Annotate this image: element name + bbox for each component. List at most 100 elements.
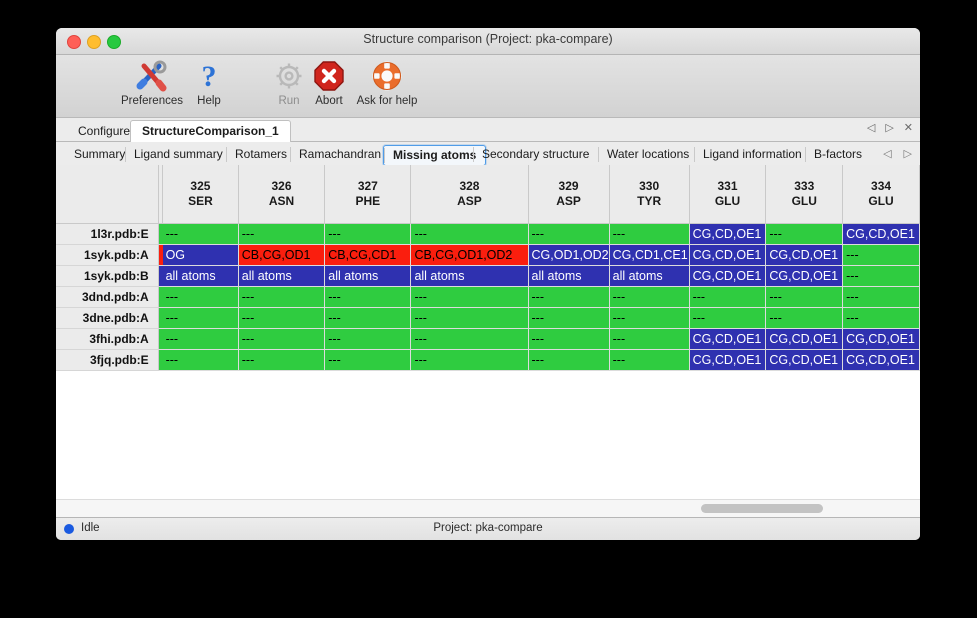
table-cell[interactable]: ---: [324, 349, 412, 371]
table-cell[interactable]: all atoms: [528, 265, 610, 287]
close-icon[interactable]: ✕: [903, 122, 913, 134]
table-cell[interactable]: ---: [324, 307, 412, 329]
tab-ramachandran[interactable]: Ramachandran: [290, 145, 390, 164]
horizontal-scrollbar[interactable]: [56, 499, 920, 518]
toolbar-button-ask-for-help[interactable]: Ask for help: [327, 58, 447, 107]
table-row[interactable]: 3fhi.pdb:A --- --- --- --- --- --- CG,CD,OE1 CG,…: [56, 328, 920, 350]
table-cell[interactable]: CG,CD,OE1: [765, 349, 844, 371]
table-row[interactable]: 3dne.pdb:A --- --- --- --- --- --- --- --- ---: [56, 307, 920, 329]
table-cell[interactable]: ---: [609, 223, 690, 245]
table-cell[interactable]: ---: [162, 349, 239, 371]
table-cell[interactable]: ---: [410, 349, 529, 371]
table-cell[interactable]: CB,CG,OD1,OD2: [410, 244, 529, 266]
column-header-329[interactable]: 329 ASP: [528, 165, 610, 224]
column-header-333[interactable]: 333 GLU: [765, 165, 844, 224]
table-cell[interactable]: CG,CD,OE1: [842, 328, 920, 350]
table-cell-partial[interactable]: [158, 307, 163, 329]
tab-next-icon[interactable]: ▷: [885, 122, 894, 134]
table-cell[interactable]: ---: [410, 286, 529, 308]
table-cell[interactable]: ---: [609, 286, 690, 308]
toolbar-button-abort[interactable]: Abort: [291, 58, 367, 107]
toolbar-button-preferences[interactable]: Preferences: [114, 58, 190, 107]
project-tab-structurecomparison-1[interactable]: StructureComparison_1: [130, 120, 291, 143]
tab-next-icon[interactable]: ▷: [903, 148, 912, 160]
row-header-3fhi-pdb-A[interactable]: 3fhi.pdb:A: [56, 328, 159, 350]
table-cell[interactable]: ---: [689, 286, 767, 308]
table-row[interactable]: 3fjq.pdb:E --- --- --- --- --- --- CG,CD,OE1 CG,…: [56, 349, 920, 371]
table-cell[interactable]: ---: [238, 286, 326, 308]
table-cell[interactable]: CG,CD,OE1: [765, 328, 844, 350]
column-header-330[interactable]: 330 TYR: [609, 165, 690, 224]
row-header-3dnd-pdb-A[interactable]: 3dnd.pdb:A: [56, 286, 159, 308]
table-cell[interactable]: CG,CD1,CE1: [609, 244, 690, 266]
table-cell[interactable]: ---: [162, 286, 239, 308]
table-cell-partial[interactable]: [158, 349, 163, 371]
toolbar-button-help[interactable]: ? Help: [171, 58, 247, 107]
table-cell-partial[interactable]: [158, 223, 163, 245]
table-cell[interactable]: ---: [238, 349, 326, 371]
missing-atoms-table-container[interactable]: 325 SER 326 ASN 327 PHE 328 ASP 329 ASP 330 TYR 331 G…: [56, 165, 920, 500]
table-cell[interactable]: ---: [324, 286, 412, 308]
table-cell[interactable]: ---: [162, 307, 239, 329]
table-cell[interactable]: ---: [689, 307, 767, 329]
row-header-1syk-pdb-B[interactable]: 1syk.pdb:B: [56, 265, 159, 287]
minimize-window-button[interactable]: [87, 35, 101, 49]
table-cell[interactable]: ---: [162, 328, 239, 350]
row-header-1l3r-pdb-E[interactable]: 1l3r.pdb:E: [56, 223, 159, 245]
table-cell[interactable]: ---: [162, 223, 239, 245]
table-cell[interactable]: ---: [765, 223, 844, 245]
table-cell[interactable]: ---: [324, 223, 412, 245]
table-cell[interactable]: CG,CD,OE1: [689, 223, 767, 245]
table-cell[interactable]: ---: [238, 307, 326, 329]
tab-missing-atoms[interactable]: Missing atoms: [383, 145, 487, 166]
row-header-3dne-pdb-A[interactable]: 3dne.pdb:A: [56, 307, 159, 329]
table-cell[interactable]: ---: [528, 307, 610, 329]
tab-ligand-information[interactable]: Ligand information: [694, 145, 811, 164]
table-cell[interactable]: ---: [410, 223, 529, 245]
column-header-328[interactable]: 328 ASP: [410, 165, 529, 224]
tab-summary[interactable]: Summary: [74, 147, 126, 161]
tab-prev-icon[interactable]: ◁: [866, 122, 876, 134]
table-cell[interactable]: ---: [842, 265, 920, 287]
table-cell[interactable]: all atoms: [324, 265, 412, 287]
table-cell[interactable]: all atoms: [162, 265, 239, 287]
maximize-window-button[interactable]: [107, 35, 121, 49]
table-row[interactable]: 1syk.pdb:A OG CB,CG,OD1 CB,CG,CD1 CB,CG,OD1,…: [56, 244, 920, 266]
table-cell[interactable]: CG,CD,OE1: [689, 244, 767, 266]
horizontal-scrollbar-thumb[interactable]: [701, 504, 823, 513]
tab-prev-icon[interactable]: ◁: [883, 148, 892, 160]
close-window-button[interactable]: [67, 35, 81, 49]
column-header-326[interactable]: 326 ASN: [238, 165, 326, 224]
tab-b-factors[interactable]: B-factors: [805, 145, 871, 164]
table-cell[interactable]: ---: [528, 286, 610, 308]
table-cell[interactable]: CG,CD,OE1: [689, 265, 767, 287]
table-cell[interactable]: ---: [528, 349, 610, 371]
table-cell[interactable]: ---: [410, 307, 529, 329]
row-header-3fjq-pdb-E[interactable]: 3fjq.pdb:E: [56, 349, 159, 371]
table-cell[interactable]: CG,CD,OE1: [689, 328, 767, 350]
table-row[interactable]: 3dnd.pdb:A --- --- --- --- --- --- --- --- ---: [56, 286, 920, 308]
column-header-334[interactable]: 334 GLU: [842, 165, 920, 224]
table-cell[interactable]: CG,CD,OE1: [842, 223, 920, 245]
table-cell[interactable]: ---: [609, 307, 690, 329]
column-header-325[interactable]: 325 SER: [162, 165, 239, 224]
table-cell[interactable]: all atoms: [238, 265, 326, 287]
table-cell[interactable]: CG,CD,OE1: [842, 349, 920, 371]
table-cell[interactable]: ---: [528, 223, 610, 245]
row-header-1syk-pdb-A[interactable]: 1syk.pdb:A: [56, 244, 159, 266]
table-cell-partial[interactable]: [158, 244, 163, 266]
table-cell[interactable]: all atoms: [410, 265, 529, 287]
table-cell[interactable]: ---: [765, 286, 844, 308]
tab-rotamers[interactable]: Rotamers: [226, 145, 296, 164]
table-cell-partial[interactable]: [158, 286, 163, 308]
table-cell[interactable]: ---: [842, 286, 920, 308]
table-cell[interactable]: ---: [609, 328, 690, 350]
table-cell[interactable]: CB,CG,OD1: [238, 244, 326, 266]
table-cell[interactable]: OG: [162, 244, 239, 266]
table-row[interactable]: 1syk.pdb:B all atoms all atoms all atoms all…: [56, 265, 920, 287]
table-cell[interactable]: ---: [238, 328, 326, 350]
column-header-327[interactable]: 327 PHE: [324, 165, 412, 224]
table-cell[interactable]: CG,OD1,OD2: [528, 244, 610, 266]
tab-water-locations[interactable]: Water locations: [598, 145, 698, 164]
tab-ligand-summary[interactable]: Ligand summary: [125, 145, 232, 164]
